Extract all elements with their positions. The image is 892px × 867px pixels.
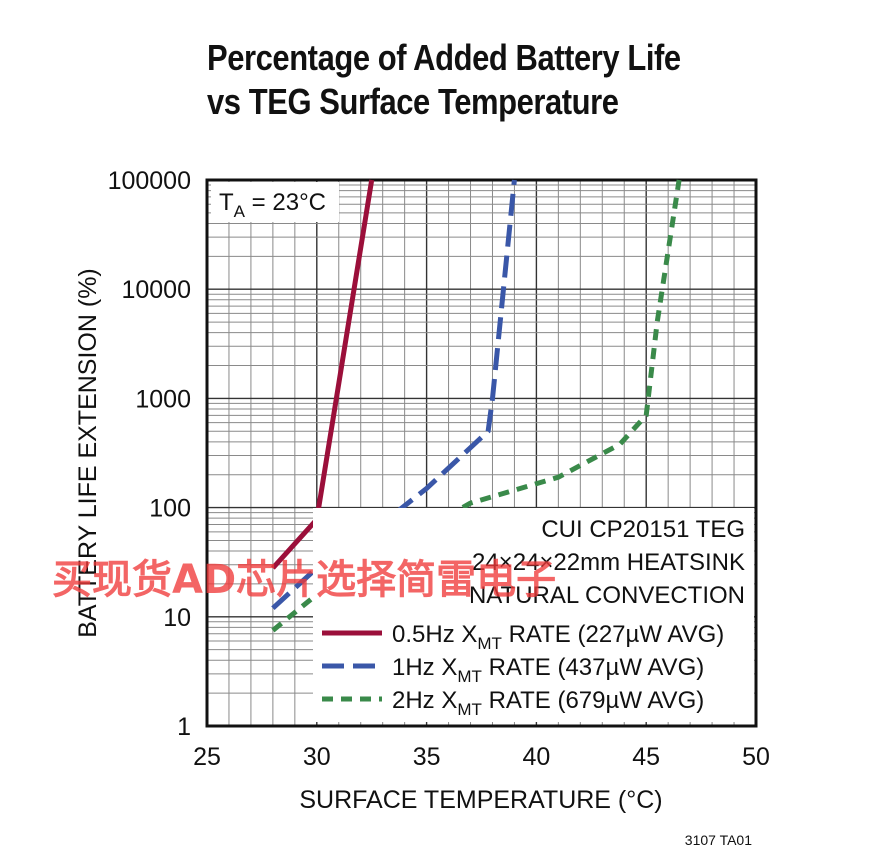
ambient-annotation-bg [211, 182, 339, 222]
watermark: 买现货AD芯片选择简雷电子 [52, 557, 556, 603]
legend-label-2: 1Hz XMT RATE (437µW AVG) [392, 654, 704, 686]
x-tick-label: 30 [303, 743, 331, 771]
x-tick-label: 45 [632, 743, 660, 771]
x-tick-label: 35 [413, 743, 441, 771]
legend-bg [313, 508, 754, 722]
series-line-2 [271, 179, 517, 611]
y-tick-label: 1 [177, 713, 191, 741]
y-tick-label: 10 [163, 604, 191, 632]
chart-title-line-1: Percentage of Added Battery Life [207, 37, 681, 78]
x-tick-label: 40 [522, 743, 550, 771]
condition-line-2: 24×24×22mm HEATSINK [472, 549, 745, 576]
legend-label-1: 0.5Hz XMT RATE (227µW AVG) [392, 621, 724, 653]
y-axis-label: BATTERY LIFE EXTENSION (%) [74, 268, 102, 638]
y-tick-label: 100000 [108, 167, 191, 195]
plot-frame [205, 178, 758, 728]
y-tick-label: 1000 [135, 385, 191, 413]
y-tick-label: 100 [149, 495, 191, 523]
ambient-annotation: TA = 23°C [219, 189, 326, 221]
condition-line-1: CUI CP20151 TEG [541, 516, 745, 543]
chart-title-line-2: vs TEG Surface Temperature [207, 81, 619, 122]
y-tick-label: 10000 [121, 276, 191, 304]
x-axis-label: SURFACE TEMPERATURE (°C) [299, 786, 662, 814]
legend: 0.5Hz XMT RATE (227µW AVG)1Hz XMT RATE (… [322, 621, 724, 719]
tick-labels: 25 30 35 40 45 50 1 10 100 1000 10000 100000 [108, 167, 770, 771]
x-tick-label: 50 [742, 743, 770, 771]
chart-title: Percentage of Added Battery Life vs TEG … [207, 36, 681, 124]
figure-id: 3107 TA01 [684, 832, 752, 848]
x-tick-label: 25 [193, 743, 221, 771]
condition-line-3: NATURAL CONVECTION [469, 582, 745, 609]
legend-label-3: 2Hz XMT RATE (679µW AVG) [392, 687, 704, 719]
